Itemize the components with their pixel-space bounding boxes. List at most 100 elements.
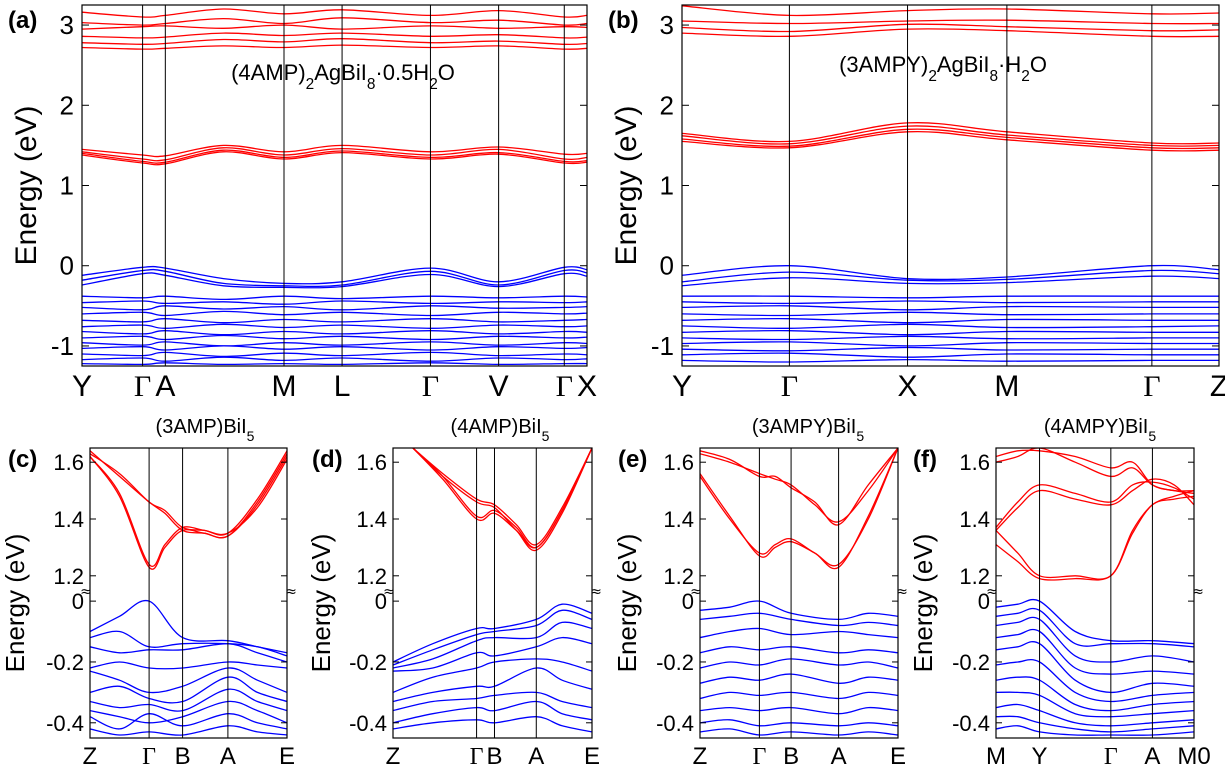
title-segment: (4AMP): [231, 60, 306, 85]
kpoint-label: E: [279, 743, 295, 769]
valence-band-line: [996, 715, 1194, 733]
y-tick-label: 1: [660, 171, 674, 201]
panel-title: (4AMP)2AgBiI8·0.5H2O: [231, 60, 455, 93]
conduction-band-line: [82, 24, 587, 30]
valence-band-line: [682, 352, 1219, 358]
valence-band-line: [682, 305, 1219, 311]
valence-band-line: [682, 346, 1219, 352]
title-segment: AgBiI: [937, 52, 990, 77]
valence-band-line: [393, 667, 592, 703]
valence-band-line: [700, 658, 898, 669]
kpoint-label: V: [489, 370, 509, 403]
kpoint-label: Γ: [556, 370, 573, 403]
valence-band-line: [682, 335, 1219, 341]
kpoint-label: Z: [83, 743, 98, 769]
y-tick-label: 1.6: [356, 450, 387, 475]
title-subscript: 2: [429, 76, 438, 93]
valence-band-line: [700, 673, 898, 684]
valence-band-line: [90, 713, 287, 730]
valence-band-line: [682, 300, 1219, 305]
y-tick-label: 0: [375, 589, 387, 614]
panel-e: (e) Z Γ B A E ≈ ≈1.6 1.4 1.20 -0.2 -0.4 Energy (eV) (…: [612, 416, 908, 769]
conduction-band-line: [996, 478, 1194, 531]
y-tick-label: 1.6: [663, 450, 694, 475]
y-tick-label: 2: [660, 90, 674, 120]
conduction-band-line: [682, 128, 1219, 150]
axis-break-mark: ≈: [896, 584, 908, 600]
axis-break-mark: ≈: [590, 584, 602, 600]
valence-band-line: [682, 323, 1219, 329]
panel-label: (c): [8, 446, 37, 473]
y-tick-label: -0.2: [349, 650, 387, 675]
conduction-band-line: [412, 448, 592, 546]
panel-f: (f) M Y Γ A M0 ≈ ≈1.6 1.4 1.20 -0.2 -0.4 Energy (eV)…: [908, 416, 1211, 769]
conduction-band-line: [682, 19, 1219, 25]
title-segment: ·H: [998, 52, 1021, 77]
conduction-band-line: [996, 495, 1194, 581]
y-axis-label: Energy (eV): [908, 534, 938, 673]
title-subscript: 5: [1148, 428, 1156, 444]
valence-band-line: [700, 627, 898, 639]
kpoint-label: Z: [386, 743, 401, 769]
y-tick-label: -0.4: [952, 711, 990, 736]
title-subscript: 2: [928, 68, 937, 85]
y-tick-label: 1.2: [356, 564, 387, 589]
conduction-band-line: [700, 448, 898, 526]
y-axis-label: Energy (eV): [10, 105, 43, 265]
valence-band-line: [996, 703, 1194, 727]
valence-band-line: [393, 636, 592, 672]
title-subscript: 5: [856, 428, 864, 444]
valence-band-line: [996, 628, 1194, 675]
valence-band-line: [82, 356, 587, 362]
kpoint-label: Y: [672, 370, 692, 403]
conduction-band-line: [82, 151, 587, 166]
valence-band-line: [393, 716, 592, 733]
conduction-band-line: [700, 448, 898, 567]
valence-band-line: [700, 691, 898, 700]
kpoint-label: Γ: [781, 370, 798, 403]
panel-title: (3AMPY)2AgBiI8·H2O: [839, 52, 1047, 85]
kpoint-label: A: [220, 743, 236, 769]
valence-band-line: [82, 351, 587, 358]
kpoint-label: A: [155, 370, 175, 403]
valence-band-line: [82, 318, 587, 324]
valence-band-line: [90, 725, 287, 736]
y-tick-label: 1.2: [53, 564, 84, 589]
kpoint-label: B: [783, 743, 799, 769]
kpoint-label: Γ: [422, 370, 439, 403]
conduction-band-line: [412, 448, 592, 549]
y-tick-label: -0.4: [349, 711, 387, 736]
axis-break-mark: ≈: [383, 584, 395, 600]
plot-frame: [699, 447, 899, 739]
valence-band-line: [82, 305, 587, 311]
title-subscript: 5: [247, 428, 255, 444]
y-tick-label: 1.6: [959, 450, 990, 475]
conduction-band-line: [82, 144, 587, 158]
conduction-band-line: [412, 448, 592, 549]
valence-band-line: [700, 706, 898, 715]
kpoint-label: Y: [72, 370, 92, 403]
y-tick-label: 3: [60, 10, 74, 40]
kpoint-label: E: [584, 743, 600, 769]
plot-frame: [89, 447, 288, 739]
valence-band-line: [82, 310, 587, 317]
title-segment: (4AMPY)BiI: [1044, 416, 1148, 438]
panel-title: (3AMPY)BiI5: [752, 416, 864, 444]
kpoint-label: L: [334, 370, 351, 403]
axis-break-mark: ≈: [285, 584, 297, 600]
valence-band-line: [393, 700, 592, 724]
panel-title: (3AMP)BiI5: [156, 416, 255, 444]
valence-band-line: [82, 334, 587, 341]
axis-break-mark: ≈: [1192, 584, 1204, 600]
axis-break-mark: ≈: [986, 584, 998, 600]
panel-title: (4AMPY)BiI5: [1044, 416, 1156, 444]
valence-band-line: [682, 317, 1219, 324]
y-tick-label: 0: [978, 589, 990, 614]
y-tick-label: 1.4: [53, 507, 84, 532]
y-tick-label: 1.2: [959, 564, 990, 589]
kpoint-label: M0: [1177, 743, 1210, 769]
plot-frame: [392, 447, 593, 739]
kpoint-label: Z: [693, 743, 708, 769]
